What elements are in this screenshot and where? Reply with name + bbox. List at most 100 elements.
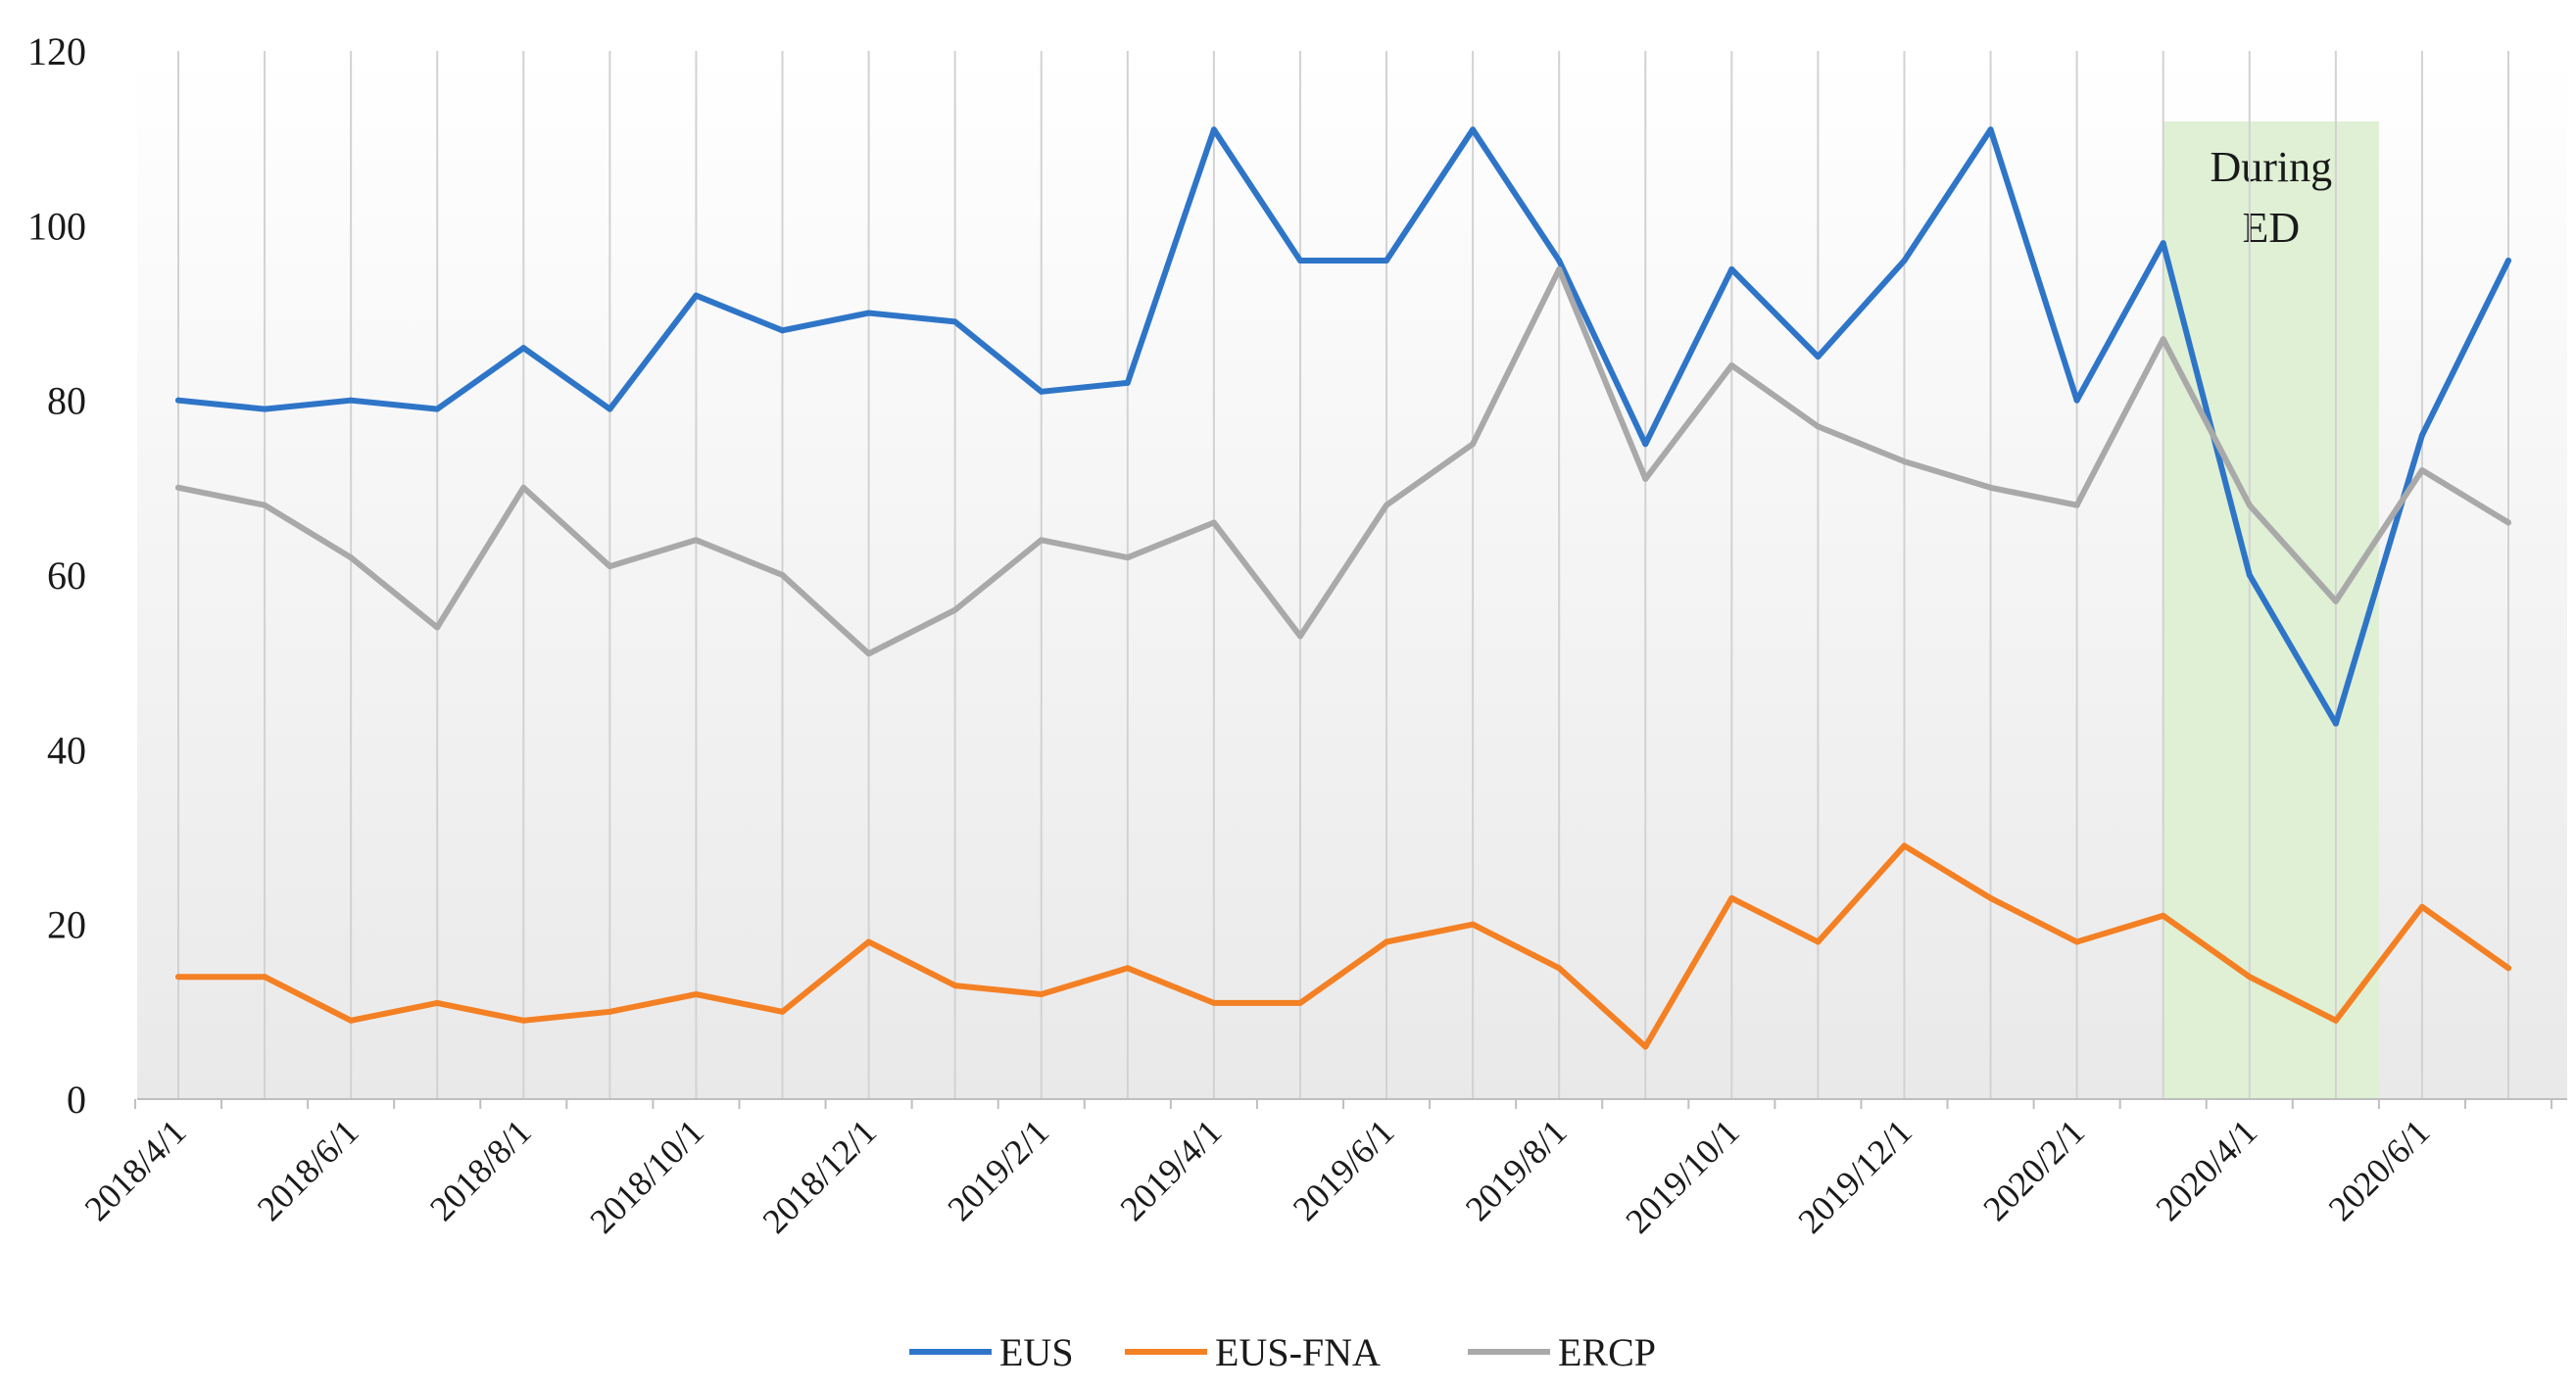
data-point-eus-fna — [262, 974, 268, 981]
data-point-eus-fna — [1296, 999, 1303, 1006]
x-tick-label: 2020/6/1 — [2321, 1112, 2438, 1228]
data-point-eus-fna — [1470, 921, 1477, 928]
data-point-eus-fna — [951, 983, 958, 989]
data-point-eus — [434, 406, 441, 412]
data-point-ercp — [1815, 423, 1822, 430]
data-point-ercp — [2073, 502, 2080, 508]
data-point-eus-fna — [1642, 1043, 1649, 1050]
data-point-eus — [1987, 126, 1994, 133]
data-point-eus — [779, 327, 786, 334]
data-point-eus — [1728, 265, 1735, 272]
x-tick-label: 2019/8/1 — [1458, 1112, 1575, 1228]
data-point-eus-fna — [1124, 965, 1131, 972]
data-point-ercp — [1296, 633, 1303, 640]
data-point-ercp — [1210, 519, 1217, 526]
data-point-eus-fna — [779, 1008, 786, 1015]
data-point-eus-fna — [1901, 842, 1908, 849]
data-point-ercp — [1987, 484, 1994, 491]
annotation-label: During — [2210, 143, 2332, 191]
data-point-eus-fna — [1384, 938, 1390, 945]
x-tick-label: 2018/10/1 — [582, 1112, 711, 1241]
data-point-eus — [1815, 354, 1822, 360]
data-point-eus-fna — [175, 974, 181, 981]
data-point-eus-fna — [1556, 965, 1563, 972]
data-point-eus-fna — [2418, 903, 2425, 910]
data-point-eus — [1470, 126, 1477, 133]
x-tick-label: 2019/2/1 — [940, 1112, 1056, 1228]
data-point-eus — [2073, 397, 2080, 404]
data-point-eus — [1210, 126, 1217, 133]
y-tick-label: 0 — [67, 1078, 86, 1122]
data-point-eus — [865, 310, 872, 316]
series-line-eus-fna — [175, 842, 2511, 1050]
y-tick-label: 100 — [27, 204, 86, 248]
y-tick-label: 20 — [47, 903, 86, 947]
data-point-eus-fna — [2073, 938, 2080, 945]
data-point-ercp — [2160, 336, 2166, 343]
data-point-ercp — [779, 572, 786, 578]
legend-label-eus-fna: EUS-FNA — [1215, 1330, 1381, 1374]
data-point-ercp — [951, 606, 958, 613]
y-tick-label: 120 — [27, 29, 86, 73]
data-point-eus-fna — [520, 1017, 527, 1024]
data-point-ercp — [1728, 362, 1735, 368]
data-point-eus — [693, 292, 700, 299]
data-point-eus — [175, 397, 181, 404]
x-tick-label: 2018/6/1 — [250, 1112, 366, 1228]
data-point-ercp — [434, 624, 441, 631]
data-point-eus — [1296, 258, 1303, 264]
data-point-ercp — [2246, 502, 2253, 508]
plot-area — [137, 51, 2567, 1099]
annotation-label: ED — [2242, 204, 2300, 252]
data-point-eus — [2246, 572, 2253, 578]
legend-label-eus: EUS — [999, 1330, 1074, 1374]
data-point-ercp — [1642, 475, 1649, 482]
data-point-eus-fna — [1728, 894, 1735, 901]
data-point-eus — [2418, 432, 2425, 439]
data-point-ercp — [1124, 554, 1131, 561]
data-point-ercp — [1470, 441, 1477, 448]
data-point-eus — [1642, 441, 1649, 448]
data-point-ercp — [520, 484, 527, 491]
y-tick-label: 80 — [47, 379, 86, 423]
x-tick-label: 2020/4/1 — [2148, 1112, 2264, 1228]
data-point-eus — [348, 397, 355, 404]
data-point-eus — [262, 406, 268, 412]
series-line-ercp — [175, 265, 2511, 657]
data-point-ercp — [1038, 537, 1045, 544]
data-point-eus-fna — [348, 1017, 355, 1024]
data-point-eus — [2332, 720, 2339, 727]
data-point-eus — [520, 345, 527, 352]
x-tick-label: 2020/2/1 — [1975, 1112, 2092, 1228]
legend-label-ercp: ERCP — [1558, 1330, 1656, 1374]
data-point-ercp — [262, 502, 268, 508]
y-tick-label: 60 — [47, 553, 86, 598]
data-point-eus-fna — [1815, 938, 1822, 945]
data-point-ercp — [1901, 458, 1908, 465]
data-point-eus — [1384, 258, 1390, 264]
data-point-eus-fna — [1987, 894, 1994, 901]
data-point-ercp — [2505, 519, 2511, 526]
data-point-ercp — [1556, 265, 1563, 272]
data-point-eus — [951, 318, 958, 325]
data-point-eus — [1038, 388, 1045, 395]
data-point-eus-fna — [1210, 999, 1217, 1006]
data-point-ercp — [2332, 598, 2339, 604]
data-point-ercp — [607, 563, 613, 570]
data-point-eus-fna — [2505, 965, 2511, 972]
data-point-eus — [1124, 379, 1131, 386]
x-tick-label: 2018/4/1 — [77, 1112, 194, 1228]
data-point-eus-fna — [693, 991, 700, 997]
x-tick-label: 2019/10/1 — [1618, 1112, 1747, 1241]
x-tick-label: 2018/8/1 — [422, 1112, 539, 1228]
data-point-eus — [1556, 258, 1563, 264]
data-point-ercp — [2418, 467, 2425, 473]
data-point-eus — [2505, 258, 2511, 264]
data-point-eus-fna — [607, 1008, 613, 1015]
x-tick-label: 2018/12/1 — [755, 1112, 885, 1241]
y-tick-label: 40 — [47, 728, 86, 772]
data-point-eus-fna — [434, 999, 441, 1006]
data-point-eus — [1901, 258, 1908, 264]
